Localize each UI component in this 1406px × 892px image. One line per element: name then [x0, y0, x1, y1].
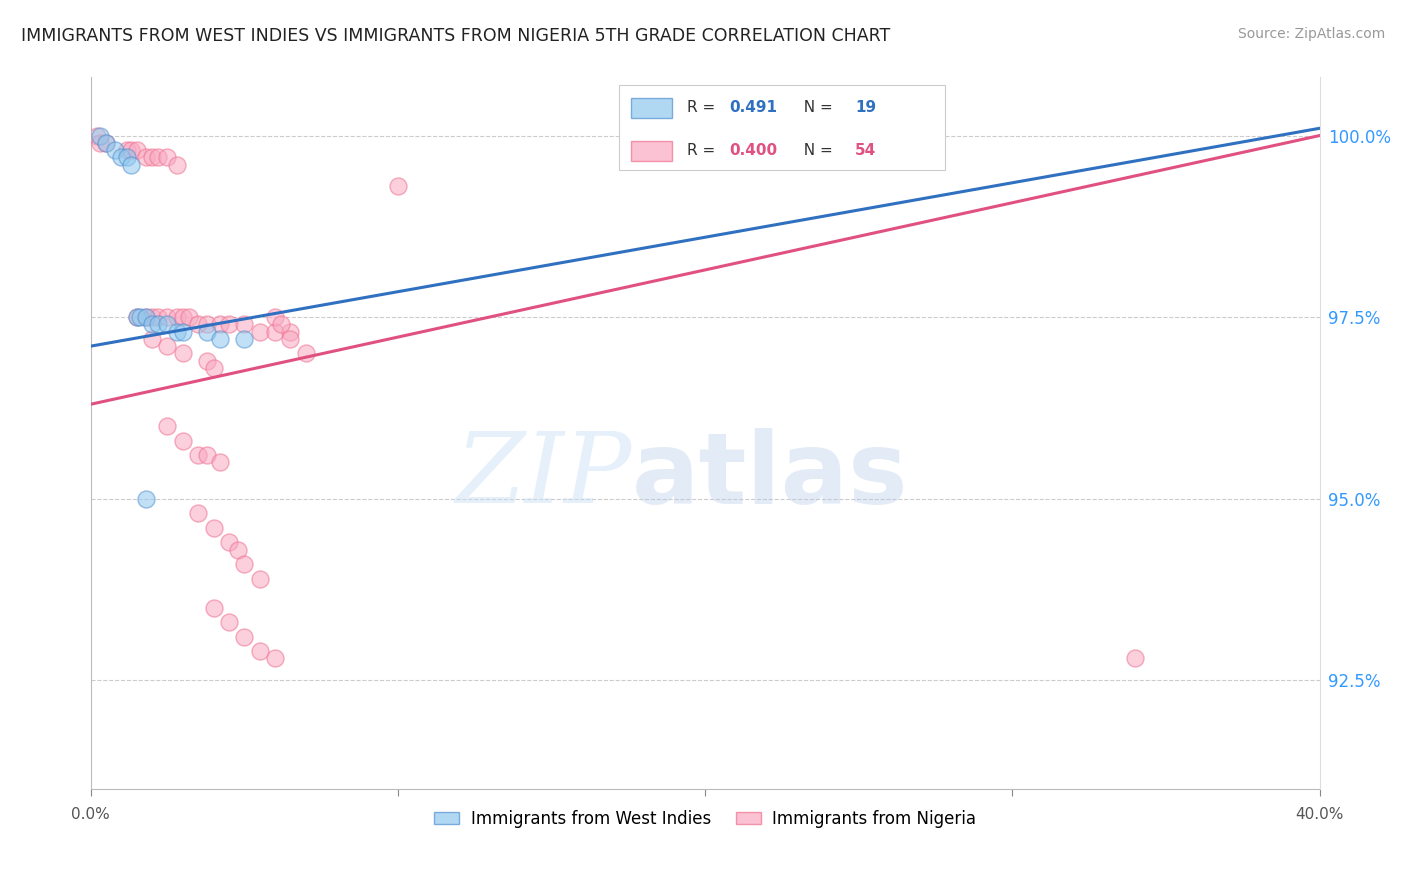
Point: [120, 143, 142, 157]
Text: R =: R =: [686, 143, 720, 158]
Text: N =: N =: [793, 143, 837, 158]
Point: [120, 158, 142, 172]
Point: [264, 651, 287, 665]
Point: [172, 325, 194, 339]
Point: [270, 318, 292, 332]
Point: [249, 572, 271, 586]
Point: [187, 448, 209, 462]
Point: [264, 310, 287, 325]
Point: [264, 325, 287, 339]
Point: [233, 630, 256, 644]
Point: [172, 346, 194, 360]
Point: [125, 310, 148, 325]
Text: ZIP: ZIP: [456, 428, 631, 524]
Point: [218, 535, 240, 549]
Point: [166, 310, 188, 325]
Point: [141, 318, 163, 332]
Point: [1123, 651, 1146, 665]
Text: 0.0%: 0.0%: [72, 807, 110, 822]
Point: [218, 318, 240, 332]
Text: 54: 54: [855, 143, 876, 158]
Point: [94, 136, 117, 150]
Text: atlas: atlas: [631, 427, 908, 524]
Point: [156, 150, 179, 164]
Point: [156, 310, 179, 325]
Point: [156, 339, 179, 353]
Point: [195, 325, 218, 339]
Point: [156, 419, 179, 434]
Point: [125, 143, 148, 157]
Point: [195, 448, 218, 462]
Point: [208, 318, 231, 332]
Point: [104, 143, 127, 157]
Point: [141, 332, 163, 346]
Point: [195, 353, 218, 368]
Point: [148, 310, 170, 325]
Point: [110, 150, 132, 164]
Bar: [631, 141, 672, 161]
Point: [166, 158, 188, 172]
Point: [148, 150, 170, 164]
Point: [94, 136, 117, 150]
Point: [89, 128, 111, 143]
Text: 0.400: 0.400: [730, 143, 778, 158]
Text: IMMIGRANTS FROM WEST INDIES VS IMMIGRANTS FROM NIGERIA 5TH GRADE CORRELATION CHA: IMMIGRANTS FROM WEST INDIES VS IMMIGRANT…: [21, 27, 890, 45]
Point: [233, 332, 256, 346]
Point: [249, 644, 271, 658]
Point: [387, 179, 409, 194]
Point: [233, 318, 256, 332]
Point: [208, 332, 231, 346]
Point: [135, 310, 157, 325]
Point: [172, 434, 194, 448]
Point: [202, 521, 225, 535]
Point: [233, 557, 256, 571]
Legend: Immigrants from West Indies, Immigrants from Nigeria: Immigrants from West Indies, Immigrants …: [427, 803, 983, 834]
Point: [128, 310, 150, 325]
Point: [117, 150, 139, 164]
Point: [908, 128, 931, 143]
Point: [166, 325, 188, 339]
Point: [202, 600, 225, 615]
Point: [278, 332, 301, 346]
Point: [278, 325, 301, 339]
Bar: [619, 85, 945, 170]
Text: Source: ZipAtlas.com: Source: ZipAtlas.com: [1237, 27, 1385, 41]
Point: [135, 150, 157, 164]
Point: [125, 310, 148, 325]
Point: [141, 150, 163, 164]
Text: N =: N =: [793, 100, 837, 115]
Point: [86, 128, 108, 143]
Point: [135, 310, 157, 325]
Text: 19: 19: [855, 100, 876, 115]
Point: [294, 346, 316, 360]
Point: [195, 318, 218, 332]
Point: [218, 615, 240, 629]
Text: R =: R =: [686, 100, 720, 115]
Point: [172, 310, 194, 325]
Text: 0.491: 0.491: [730, 100, 778, 115]
Point: [202, 361, 225, 376]
Point: [208, 455, 231, 469]
Point: [89, 136, 111, 150]
Point: [117, 143, 139, 157]
Point: [156, 318, 179, 332]
Point: [177, 310, 200, 325]
Point: [249, 325, 271, 339]
Point: [187, 506, 209, 520]
Point: [135, 491, 157, 506]
Bar: [631, 98, 672, 118]
Point: [141, 310, 163, 325]
Point: [226, 542, 249, 557]
Text: 40.0%: 40.0%: [1295, 807, 1344, 822]
Point: [187, 318, 209, 332]
Point: [148, 318, 170, 332]
